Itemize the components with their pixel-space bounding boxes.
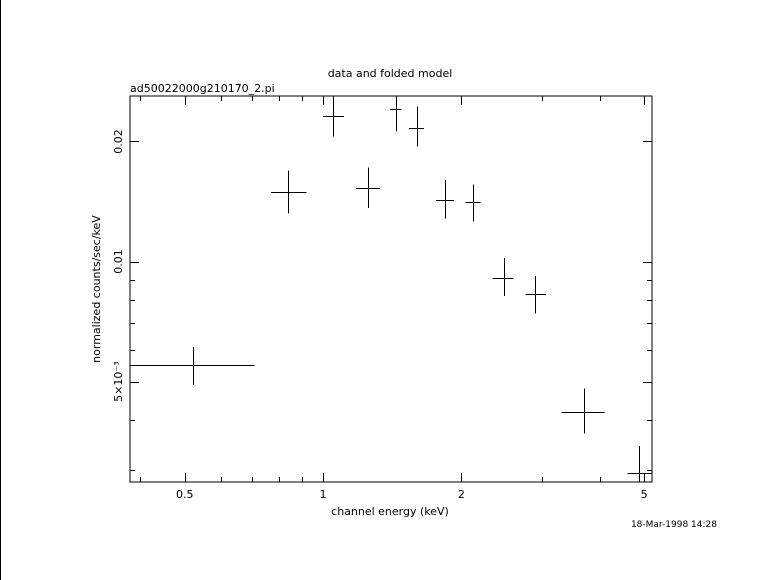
- x-axis-label: channel energy (keV): [331, 505, 449, 518]
- data-point: [323, 96, 344, 137]
- x-tick-label: 1: [320, 488, 327, 501]
- axis-ticks: [130, 96, 652, 482]
- x-tick-label: 5: [641, 488, 648, 501]
- window-left-edge: [0, 0, 1, 580]
- data-point: [525, 275, 547, 314]
- x-tick-label: 2: [458, 488, 465, 501]
- y-axis-label: normalized counts/sec/keV: [90, 215, 103, 363]
- y-tick-label: 0.02: [112, 129, 125, 154]
- data-point: [465, 184, 481, 222]
- data-point: [390, 96, 402, 132]
- data-point: [561, 388, 605, 434]
- tick-labels: 0.5 1 2 5 5×10⁻³ 0.01 0.02: [112, 129, 648, 501]
- data-point: [409, 106, 425, 147]
- data-point: [435, 180, 455, 219]
- timestamp: 18-Mar-1998 14:28: [631, 520, 717, 530]
- chart-title: data and folded model: [328, 67, 453, 80]
- data-point: [492, 258, 514, 296]
- data-point: [356, 167, 380, 209]
- data-points: [130, 96, 652, 482]
- data-point: [627, 445, 652, 482]
- y-tick-label: 0.01: [112, 249, 125, 274]
- data-point: [270, 170, 307, 214]
- y-tick-label: 5×10⁻³: [112, 361, 125, 401]
- chart-subtitle: ad50022000g210170_2.pi: [130, 82, 275, 95]
- data-point: [130, 347, 255, 386]
- plot-frame: [129, 95, 653, 483]
- x-tick-label: 0.5: [176, 488, 194, 501]
